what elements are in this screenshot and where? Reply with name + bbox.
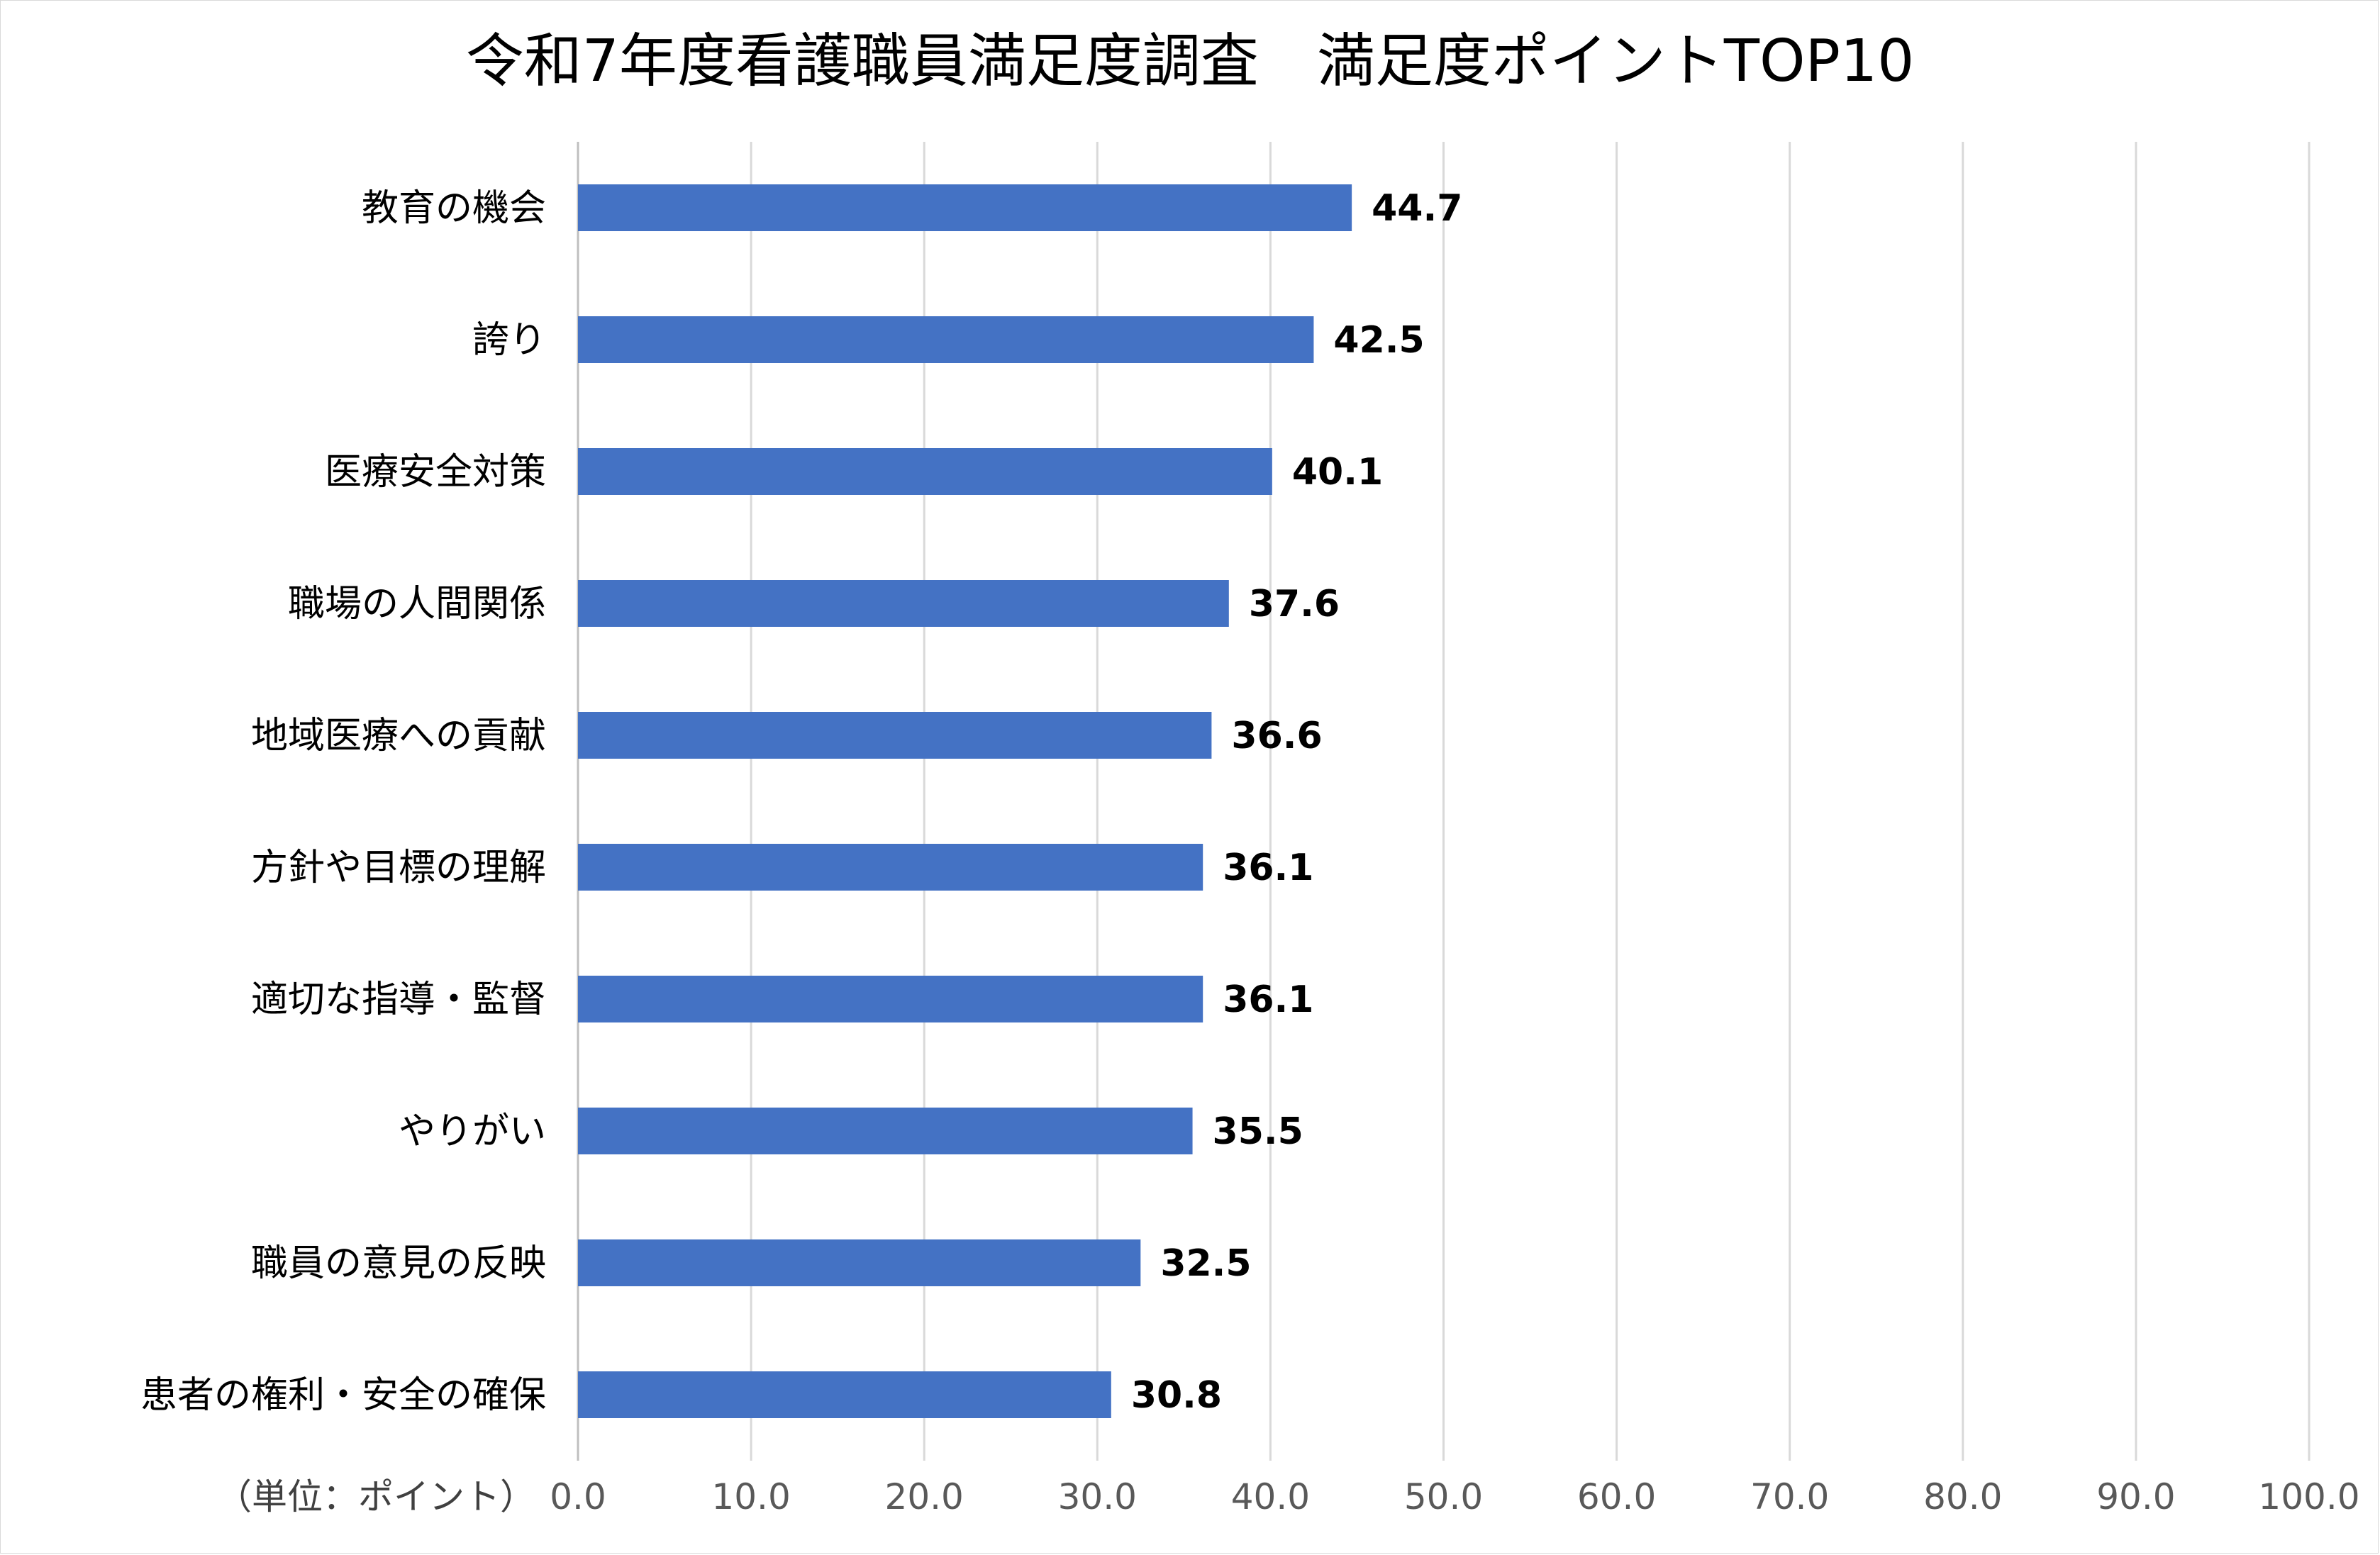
x-tick-label: 20.0	[885, 1476, 964, 1517]
chart-title: 令和7年度看護職員満足度調査 満足度ポイントTOP10	[465, 28, 1915, 95]
bar	[578, 316, 1314, 363]
bar	[578, 1239, 1141, 1286]
x-tick-label: 70.0	[1750, 1476, 1829, 1517]
bar	[578, 448, 1272, 495]
x-tick-label: 10.0	[711, 1476, 790, 1517]
data-label: 37.6	[1249, 583, 1340, 625]
bar	[578, 712, 1212, 759]
category-label: 教育の機会	[362, 187, 546, 230]
x-tick-label: 100.0	[2258, 1476, 2359, 1517]
bar	[578, 580, 1229, 627]
x-tick-label: 40.0	[1231, 1476, 1310, 1517]
data-label: 35.5	[1213, 1110, 1303, 1153]
x-tick-label: 90.0	[2096, 1476, 2175, 1517]
category-label: 地域医療への貢献	[251, 715, 546, 757]
bar	[578, 1108, 1193, 1154]
data-label: 36.6	[1231, 715, 1322, 757]
category-label: 誇り	[472, 319, 546, 362]
bar	[578, 184, 1352, 231]
category-label: 方針や目標の理解	[251, 847, 546, 889]
x-tick-label: 80.0	[1923, 1476, 2002, 1517]
bar	[578, 1371, 1111, 1418]
category-label: 職員の意見の反映	[251, 1242, 546, 1285]
data-label: 42.5	[1333, 319, 1424, 362]
category-label: やりがい	[399, 1110, 546, 1153]
x-tick-label: 30.0	[1058, 1476, 1137, 1517]
data-label: 30.8	[1131, 1374, 1222, 1417]
category-label: 適切な指導・監督	[251, 979, 546, 1021]
category-label: 職場の人間関係	[288, 583, 546, 625]
category-label: 医療安全対策	[325, 451, 546, 494]
x-tick-label: 60.0	[1577, 1476, 1656, 1517]
bar	[578, 976, 1203, 1022]
data-label: 36.1	[1223, 979, 1313, 1021]
data-label: 44.7	[1372, 187, 1462, 230]
x-tick-label: 50.0	[1404, 1476, 1483, 1517]
data-label: 32.5	[1160, 1242, 1251, 1285]
x-tick-label: 0.0	[550, 1476, 606, 1517]
data-label: 40.1	[1292, 451, 1383, 494]
x-axis-label: （単位：ポイント）	[216, 1476, 535, 1517]
category-label: 患者の権利・安全の確保	[140, 1374, 546, 1417]
data-label: 36.1	[1223, 847, 1313, 889]
bar	[578, 844, 1203, 891]
